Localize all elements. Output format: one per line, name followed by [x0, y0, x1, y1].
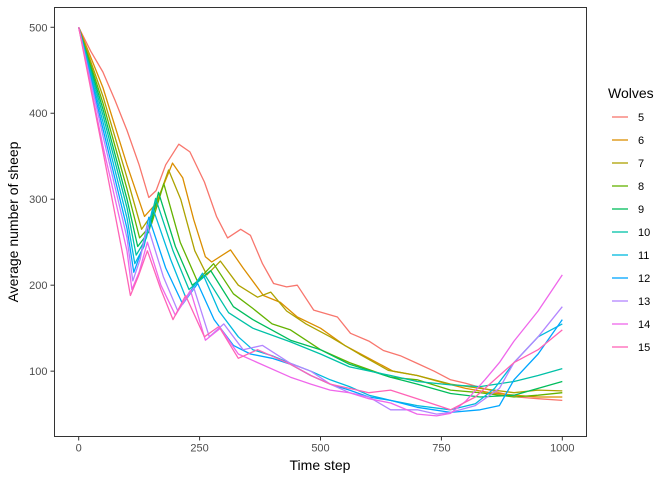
legend-item-14: 14	[612, 319, 650, 331]
series-layer	[78, 27, 563, 417]
legend-item-5: 5	[612, 112, 644, 124]
y-tick-label: 500	[29, 22, 47, 34]
series-line-wolves-15	[78, 27, 563, 411]
x-axis-title: Time step	[290, 457, 351, 473]
legend-label: 9	[638, 204, 644, 216]
legend-label: 10	[638, 227, 650, 239]
x-tick-label: 750	[432, 443, 450, 455]
legend-label: 7	[638, 158, 644, 170]
legend-label: 6	[638, 135, 644, 147]
legend-item-8: 8	[612, 181, 644, 193]
legend-label: 14	[638, 319, 650, 331]
x-tick-label: 500	[311, 443, 329, 455]
legend-item-7: 7	[612, 158, 644, 170]
y-tick-label: 100	[29, 366, 47, 378]
series-line-wolves-5	[78, 27, 563, 402]
legend-item-13: 13	[612, 296, 650, 308]
series-line-wolves-10	[78, 27, 563, 388]
x-tick-label: 0	[76, 443, 82, 455]
series-line-wolves-13	[78, 27, 563, 415]
series-line-wolves-14	[78, 27, 563, 417]
y-tick-label: 300	[29, 194, 47, 206]
legend-label: 15	[638, 342, 650, 354]
legend-title: Wolves	[608, 85, 654, 101]
x-tick-label: 1000	[550, 443, 574, 455]
y-tick-label: 400	[29, 108, 47, 120]
axes-layer: 0 250 500 750 1000 100 200 300 400 500	[29, 22, 574, 454]
y-tick-label: 200	[29, 280, 47, 292]
legend-label: 12	[638, 273, 650, 285]
legend-item-15: 15	[612, 342, 650, 354]
legend-label: 11	[638, 250, 649, 262]
legend-label: 8	[638, 181, 644, 193]
legend-item-10: 10	[612, 227, 650, 239]
y-axis-title: Average number of sheep	[5, 141, 21, 302]
legend-item-6: 6	[612, 135, 644, 147]
legend-label: 5	[638, 112, 644, 124]
legend-item-11: 11	[612, 250, 649, 262]
legend: Wolves 5 6 7 8 9 10 11 12 13 14 15	[608, 85, 654, 354]
legend-label: 13	[638, 296, 650, 308]
legend-item-9: 9	[612, 204, 644, 216]
x-tick-label: 250	[190, 443, 208, 455]
legend-item-12: 12	[612, 273, 650, 285]
